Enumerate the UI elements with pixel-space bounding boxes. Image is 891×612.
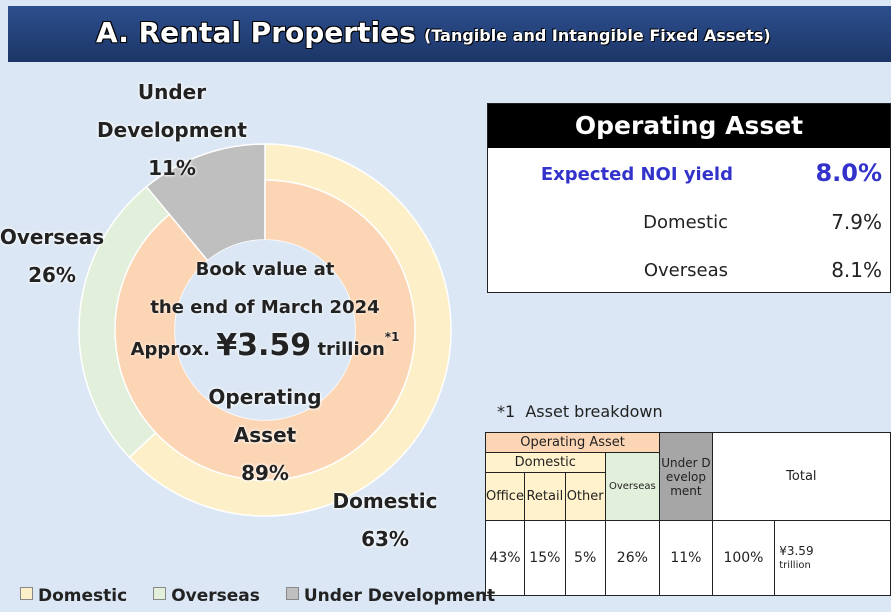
yield-value: 7.9%: [831, 210, 882, 234]
slice-name: Operating Asset: [208, 385, 322, 447]
slice-value: 26%: [28, 263, 76, 287]
legend-item: Overseas: [153, 586, 260, 606]
yield-name: Overseas: [643, 260, 728, 281]
cell: 26%: [604, 520, 661, 596]
slice-name: Domestic: [332, 489, 438, 513]
slice-value: 11%: [148, 156, 196, 180]
subtitle: (Tangible and Intangible Fixed Assets): [424, 26, 771, 45]
legend-label: Domestic: [38, 586, 128, 606]
slice-label: Operating Asset 89%: [180, 378, 350, 492]
cell: 100%: [711, 520, 776, 596]
breakdown-table: Operating Asset Under Development Total Do…: [484, 432, 891, 596]
cell: 11%: [659, 520, 713, 596]
yield-name: Domestic: [643, 212, 728, 233]
center-amount: Approx. ¥3.59 trillion*1: [115, 327, 415, 369]
yield-value: 8.0%: [815, 159, 882, 187]
slice-name: Under Development: [97, 80, 247, 142]
legend: Domestic Overseas Under Development: [20, 586, 495, 606]
slice-label: Overseas 26%: [0, 218, 137, 294]
cell: 5%: [564, 520, 606, 596]
amount: ¥3.59: [779, 543, 814, 558]
center-text: Book value at the end of March 2024 Appr…: [115, 251, 415, 369]
yield-value: 8.1%: [831, 258, 882, 282]
header-cell: Overseas: [604, 452, 661, 521]
yield-row: Expected NOI yield 8.0%: [488, 156, 888, 196]
yield-row: Overseas 8.1%: [488, 252, 888, 292]
slice-name: Overseas: [0, 225, 105, 249]
yield-box: Operating Asset Expected NOI yield 8.0% D…: [487, 103, 891, 293]
unit: trillion: [779, 559, 811, 571]
note: *1: [384, 330, 400, 344]
cell: ¥3.59 trillion: [774, 520, 891, 596]
yield-row: Domestic 7.9%: [488, 204, 888, 244]
amount: ¥3.59: [216, 328, 312, 363]
center-line: the end of March 2024: [150, 297, 380, 318]
legend-label: Under Development: [303, 586, 496, 606]
donut-hole: [175, 240, 355, 420]
header-cell: Retail: [523, 472, 566, 521]
slice-label: Under Development 11%: [87, 73, 257, 187]
header-cell: Domestic: [485, 452, 606, 473]
legend-item: Domestic: [20, 586, 127, 606]
yield-name: Expected NOI yield: [540, 164, 733, 185]
legend-swatch: [153, 587, 167, 600]
breakdown-caption: *1 Asset breakdown: [497, 402, 663, 421]
title: A. Rental Properties: [96, 16, 416, 49]
header-cell: Total: [711, 432, 891, 521]
legend-item: Under Development: [285, 586, 496, 606]
legend-label: Overseas: [171, 586, 260, 606]
header-cell: Under Development: [659, 432, 713, 521]
slice-value: 89%: [241, 461, 289, 485]
header-cell: Office: [485, 472, 525, 521]
approx: Approx.: [130, 339, 210, 360]
slice-value: 63%: [361, 527, 409, 551]
yield-title: Operating Asset: [488, 104, 890, 148]
slice-label: Domestic 63%: [300, 482, 470, 558]
header-cell: Operating Asset: [484, 432, 661, 453]
header-cell: Other: [564, 472, 606, 521]
cell: 43%: [485, 520, 525, 596]
unit: trillion: [317, 339, 385, 360]
header-bar: A. Rental Properties (Tangible and Intan…: [8, 6, 891, 62]
cell: 15%: [523, 520, 566, 596]
legend-swatch: [285, 587, 299, 600]
legend-swatch: [20, 587, 33, 600]
center-line: Book value at: [195, 259, 335, 280]
